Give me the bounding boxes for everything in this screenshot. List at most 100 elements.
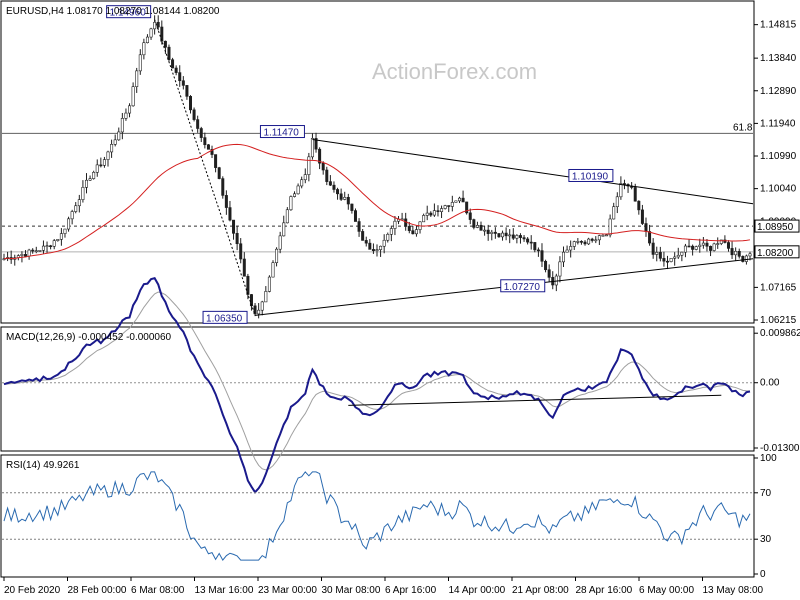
macd-y-tick-label: 0.009862 [760, 328, 800, 339]
candle-body [235, 233, 239, 245]
candle-body [644, 223, 648, 232]
candle-body [540, 250, 544, 262]
price-panel-frame [0, 0, 755, 324]
decline-dashed-line [154, 19, 256, 316]
candle-body [310, 138, 314, 158]
candle-body [637, 200, 641, 211]
candle-body [49, 245, 53, 248]
candle-body [314, 138, 318, 150]
x-tick-label: 28 Feb 00:00 [68, 585, 127, 596]
candle-body [382, 239, 386, 247]
candle-body [77, 199, 81, 207]
rsi-header: RSI(14) 49.9261 [6, 460, 80, 471]
candle-body [511, 234, 515, 239]
candle-body [336, 189, 340, 195]
price-layer: 61.8 1.14960 1.11470 1.06350 1.07270 1.10190 [2, 5, 754, 324]
candle-body [217, 167, 221, 179]
candle-body [694, 246, 698, 250]
macd-trendline [348, 394, 722, 406]
candle-body [289, 196, 293, 211]
candle-body [597, 235, 601, 241]
price-level-box [754, 245, 800, 259]
candle-body [285, 209, 289, 224]
candle-body [400, 218, 404, 221]
candle-body [579, 241, 583, 243]
candle-body [737, 250, 741, 257]
price-y-tick-label: 1.10040 [760, 184, 797, 195]
candle-body [196, 119, 200, 129]
candle-body [619, 183, 623, 198]
candle-body [529, 241, 533, 244]
candle-body [189, 96, 193, 111]
candle-body [117, 131, 121, 141]
candle-body [156, 21, 160, 28]
candle-body [102, 159, 106, 166]
candle-body [239, 243, 243, 260]
candle-body [741, 256, 745, 262]
x-tick-label: 13 Mar 16:00 [195, 585, 254, 596]
candle-body [224, 195, 228, 208]
candle-body [81, 186, 85, 200]
candle-body [371, 249, 375, 252]
x-tick-label: 14 Apr 00:00 [449, 585, 506, 596]
candle-body [673, 256, 677, 259]
candle-body [587, 238, 591, 245]
candle-body [440, 208, 444, 212]
candle-body [669, 257, 673, 262]
candle-body [282, 222, 286, 237]
price-label-text: 1.10190 [572, 171, 609, 182]
candle-body [110, 144, 114, 153]
candle-body [135, 70, 139, 87]
candle-body [131, 86, 135, 107]
candle-body [267, 276, 271, 292]
upper-triangle-trendline [312, 139, 754, 205]
candle-body [655, 252, 659, 255]
candle-body [174, 67, 178, 73]
candle-body [41, 245, 45, 251]
candle-body [680, 251, 684, 256]
candle-body [407, 226, 411, 231]
candle-body [716, 243, 720, 245]
macd-line [3, 277, 751, 494]
price-y-tick-label: 1.07165 [760, 282, 797, 293]
candle-body [447, 205, 451, 207]
candle-body [386, 233, 390, 241]
candle-body [712, 243, 716, 251]
candle-body [20, 254, 24, 256]
candle-body [687, 245, 691, 248]
candle-body [709, 245, 713, 251]
macd-y-tick-label: 0.00 [760, 378, 780, 389]
candle-body [120, 118, 124, 133]
candle-body [368, 242, 372, 250]
candle-body [414, 229, 418, 235]
candle-body [52, 240, 56, 247]
candle-body [744, 255, 748, 262]
candle-body [576, 241, 580, 243]
candle-body [74, 205, 78, 212]
candle-body [325, 169, 329, 182]
candle-body [457, 197, 461, 202]
candle-body [106, 151, 110, 160]
macd-panel-frame [0, 326, 755, 452]
candle-body [590, 238, 594, 241]
candle-body [357, 221, 361, 232]
candle-body [443, 205, 447, 209]
candle-body [730, 248, 734, 256]
candle-body [648, 231, 652, 244]
candle-body [490, 231, 494, 234]
price-y-tick-label: 1.12890 [760, 86, 797, 97]
price-label-box [259, 125, 305, 139]
candle-body [278, 235, 282, 250]
candle-body [171, 59, 175, 69]
candle-body [612, 206, 616, 220]
candle-body [698, 244, 702, 247]
candle-body [734, 250, 738, 256]
candle-body [221, 178, 225, 196]
candle-body [321, 162, 325, 171]
candle-body [475, 225, 479, 228]
x-tick-label: 13 May 08:00 [703, 585, 764, 596]
candle-body [153, 21, 157, 30]
candle-body [24, 254, 28, 257]
candle-body [705, 242, 709, 247]
